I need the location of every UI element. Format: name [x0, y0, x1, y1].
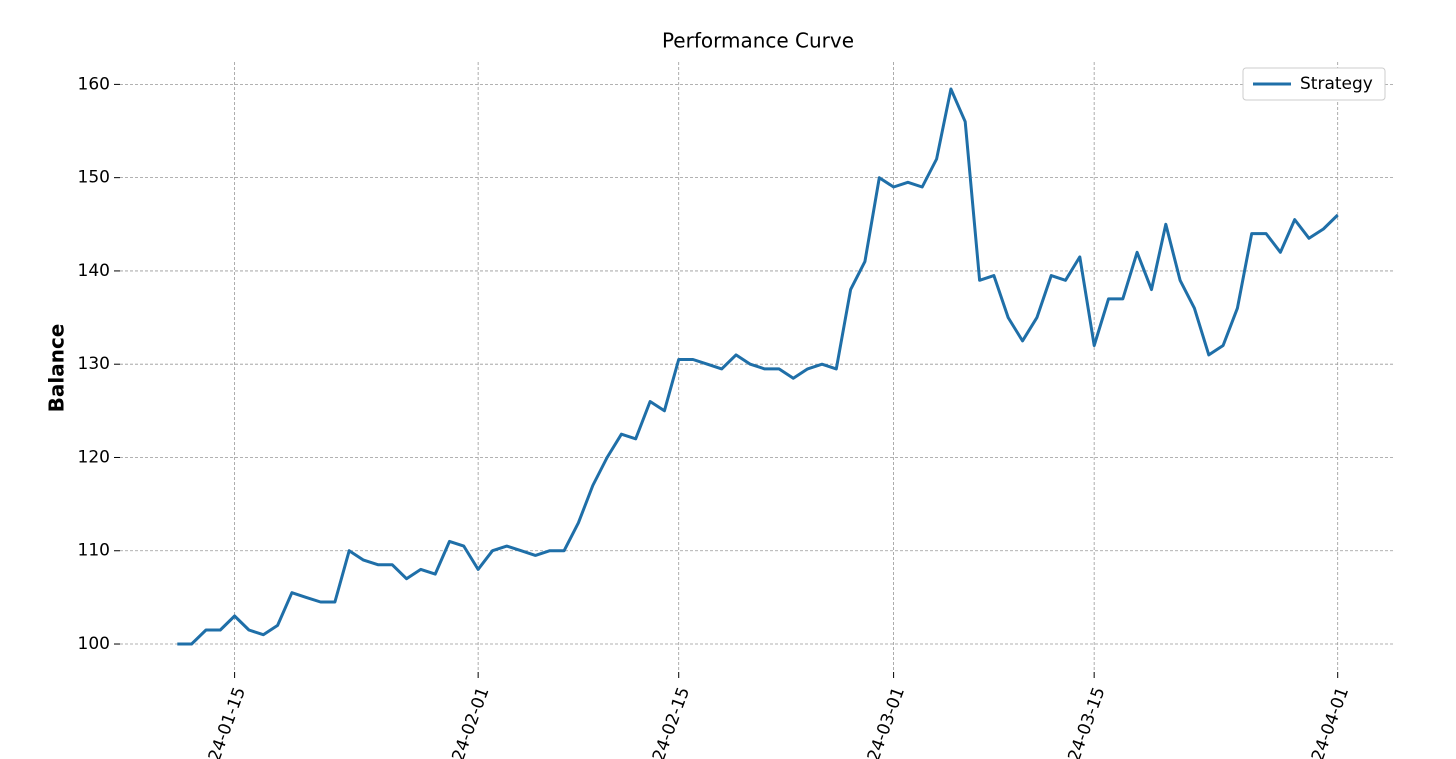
- x-tick-label: 2024-04-01: [1301, 685, 1354, 759]
- legend-label: Strategy: [1300, 74, 1373, 94]
- x-tick-label: 2024-02-15: [642, 685, 695, 759]
- legend-box: [1242, 67, 1386, 101]
- legend: Strategy: [1242, 67, 1386, 101]
- x-tick-label: 2024-02-01: [441, 685, 494, 759]
- y-tick-label: 100: [78, 634, 110, 654]
- y-tick-label: 110: [78, 541, 110, 561]
- y-tick-label: 130: [78, 354, 110, 374]
- x-tick-label: 2024-03-15: [1057, 685, 1110, 759]
- y-axis-label: Balance: [45, 324, 69, 413]
- y-tick-label: 150: [78, 168, 110, 188]
- chart-title: Performance Curve: [662, 29, 854, 53]
- y-tick-label: 160: [78, 74, 110, 94]
- y-tick-label: 140: [78, 261, 110, 281]
- x-tick-label: 2024-01-15: [197, 685, 250, 759]
- line-series: [177, 87, 1339, 646]
- y-tick-label: 120: [78, 447, 110, 467]
- x-tick-label: 2024-03-01: [856, 685, 909, 759]
